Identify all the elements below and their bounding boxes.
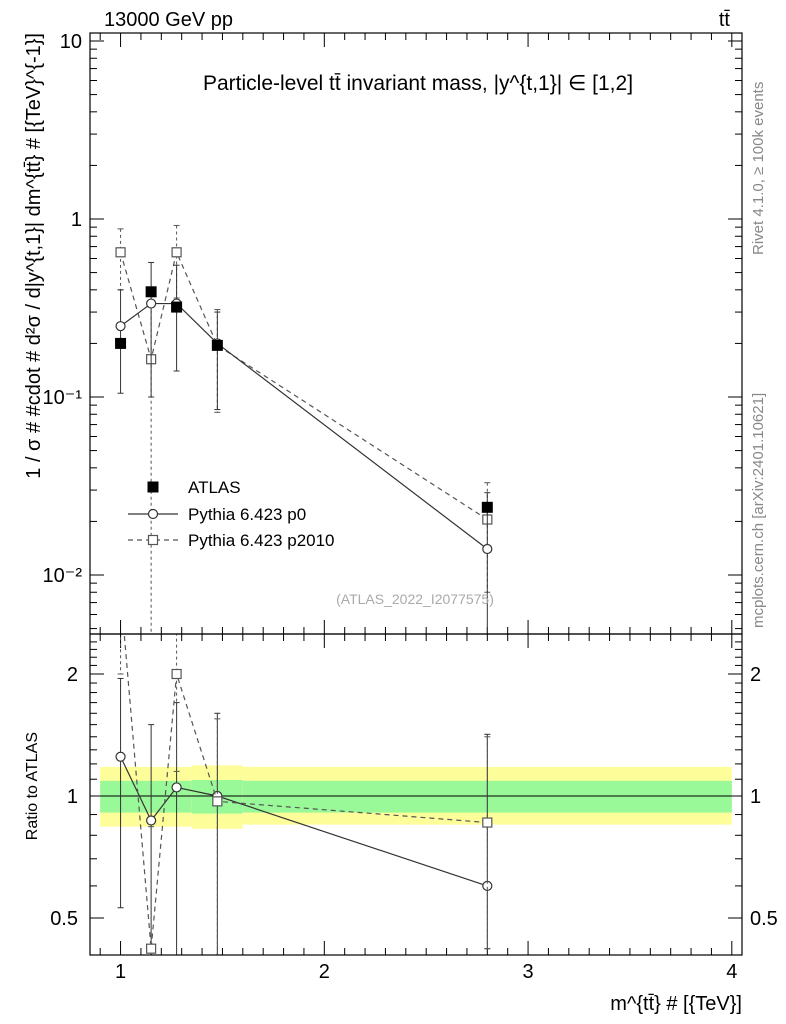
p2010-data-point: [171, 247, 182, 258]
p2010-data-point: [146, 943, 157, 954]
ratio-uncertainty-bands: [100, 765, 732, 829]
x-tick-label: 1: [115, 961, 126, 983]
y-tick-label: 10⁻²: [43, 565, 83, 587]
p2010-data-point: [482, 817, 493, 828]
main-series: [115, 224, 493, 634]
legend-label: Pythia 6.423 p2010: [188, 531, 335, 550]
series-pythia-6-423-p0: [115, 261, 493, 634]
legend-label: ATLAS: [188, 478, 241, 497]
y-tick-label: 10: [60, 31, 82, 53]
ratio-panel: 1 2 3 4 0.5 0.5 1 1 2 2 Ratio to ATLAS m^{tt̄} # …: [24, 587, 778, 1015]
atlas-data-point: [211, 339, 223, 351]
x-tick-label: 4: [726, 961, 737, 983]
p0-data-point: [146, 815, 157, 826]
plot-title: Particle-level tt̄ invariant mass, |y^{t…: [203, 72, 633, 95]
ratio-y-axis-label: Ratio to ATLAS: [24, 732, 41, 840]
rivet-label: Rivet 4.1.0, ≥ 100k events: [750, 82, 767, 255]
y-tick-label: 10⁻¹: [43, 387, 83, 409]
p0-data-point: [482, 543, 493, 555]
atlas-data-point: [147, 481, 159, 493]
ratio-frame: [89, 633, 743, 956]
ratio-series: [115, 587, 493, 955]
ratio-tick-label-right: 0.5: [750, 908, 778, 930]
ratio-tick-label-left: 2: [67, 664, 78, 686]
mcplots-label: mcplots.cern.ch [arXiv:2401.10621]: [750, 393, 767, 628]
p0-data-point: [146, 298, 157, 309]
p2010-data-point: [147, 534, 159, 546]
atlas-data-point: [481, 501, 493, 513]
main-ticks: 10⁻² 10⁻¹ 1 10: [43, 31, 742, 634]
p2010-data-point: [116, 587, 125, 596]
series-pythia-6-423-p2010: [115, 224, 493, 634]
series-atlas: [115, 286, 493, 513]
atlas-data-point: [171, 301, 183, 313]
p0-data-point: [115, 321, 126, 332]
p0-data-point: [171, 782, 182, 793]
energy-label: 13000 GeV pp: [104, 9, 233, 31]
y-tick-label: 1: [71, 209, 82, 231]
p2010-data-point: [212, 796, 223, 807]
x-axis-label: m^{tt̄} # [{TeV}]: [610, 993, 742, 1015]
x-tick-label: 2: [319, 961, 330, 983]
process-label: tt̄: [719, 9, 731, 31]
series-line: [119, 250, 488, 521]
p2010-data-point: [115, 247, 126, 258]
x-tick-label: 3: [523, 961, 534, 983]
atlas-data-point: [115, 337, 127, 349]
atlas-data-point: [145, 286, 157, 298]
ratio-ticks: 1 2 3 4 0.5 0.5 1 1 2 2: [50, 634, 778, 983]
legend-label: Pythia 6.423 p0: [188, 505, 306, 524]
ratio-tick-label-left: 0.5: [50, 908, 78, 930]
ratio-tick-label-left: 1: [67, 786, 78, 808]
ratio-tick-label-right: 1: [750, 786, 761, 808]
watermark: (ATLAS_2022_I2077575): [336, 591, 494, 607]
y-axis-label: 1 / σ # #cdot # d²σ / d|y^{t,1}| dm^{tt̄…: [23, 33, 45, 479]
p2010-data-point: [171, 668, 182, 680]
legend: ATLAS Pythia 6.423 p0 Pythia 6.423 p2010: [128, 478, 335, 550]
main-panel: 10⁻² 10⁻¹ 1 10 Particle-level tt̄ invariant…: [23, 31, 743, 635]
p0-data-point: [115, 751, 126, 762]
p0-data-point: [147, 508, 159, 520]
series-pythia-6-423-p2010: [116, 587, 493, 955]
ratio-tick-label-right: 2: [750, 664, 761, 686]
